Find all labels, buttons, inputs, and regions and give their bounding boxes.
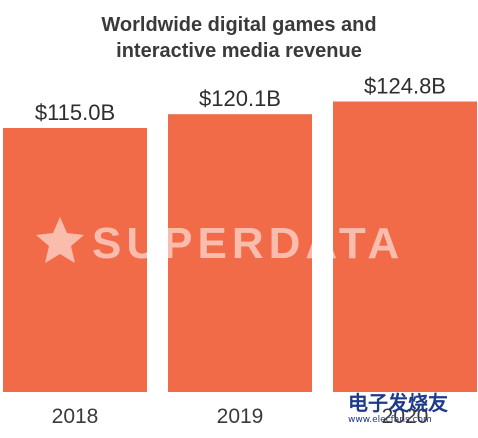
- value-label-2018: $115.0B: [35, 100, 115, 125]
- chart-title-line-1: Worldwide digital games and: [101, 14, 377, 36]
- watermark-site-name: 电子发烧友: [348, 391, 448, 415]
- elecfans-watermark: 电子发烧友 www.elecfans.com: [348, 392, 470, 432]
- x-tick-label-2020: 2020: [382, 405, 429, 428]
- value-label-2020: $124.8B: [364, 74, 446, 99]
- chart-title: Worldwide digital games and interactive …: [0, 12, 478, 64]
- watermark-text: SUPERDATA: [92, 219, 404, 268]
- bars-group: [3, 101, 477, 392]
- x-tick-label-2019: 2019: [217, 405, 264, 428]
- star-icon: [36, 217, 84, 263]
- value-label-2019: $120.1B: [199, 86, 281, 111]
- chart-title-line-2: interactive media revenue: [116, 40, 362, 62]
- bar-2018: [3, 128, 147, 392]
- bar-2020: [333, 101, 477, 392]
- superdata-watermark: SUPERDATA: [36, 217, 404, 268]
- x-tick-label-2018: 2018: [52, 405, 99, 428]
- value-labels-group: $115.0B $120.1B $124.8B: [35, 74, 446, 126]
- x-axis-ticks-group: 2018 2019 2020: [52, 405, 429, 428]
- bar-2019: [168, 114, 312, 392]
- watermark-site-url: www.elecfans.com: [348, 415, 432, 425]
